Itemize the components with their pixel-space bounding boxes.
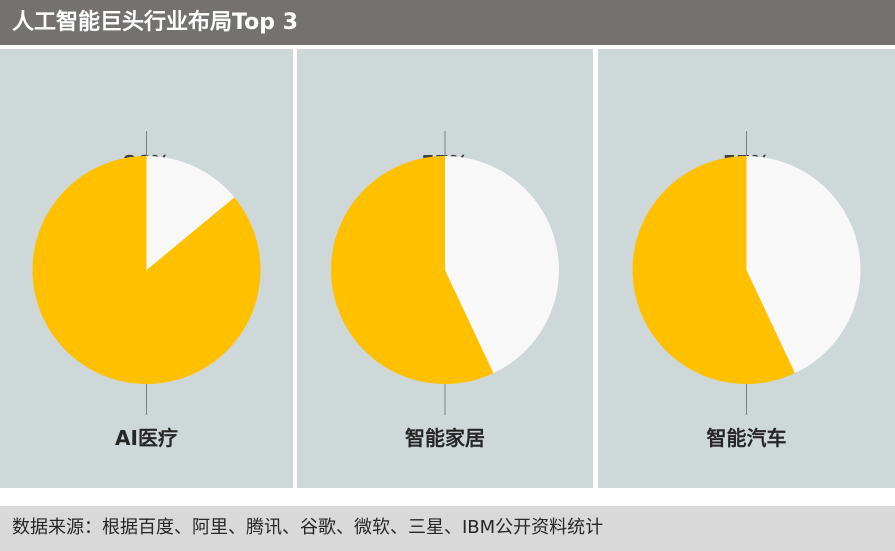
- pie-chart: [331, 131, 559, 415]
- pie-slice-remainder: [746, 156, 861, 374]
- category-label: 智能汽车: [706, 426, 787, 450]
- pie-slice-remainder: [146, 156, 235, 270]
- pie-chart: [32, 131, 261, 415]
- pie-slice-remainder: [445, 156, 559, 374]
- page-title: 人工智能巨头行业布局Top 3: [12, 10, 298, 35]
- pie-slice-value: [331, 156, 494, 384]
- footer-bar: 数据来源：根据百度、阿里、腾讯、谷歌、微软、三星、IBM公开资料统计: [0, 506, 895, 551]
- chart-panel-ai-medical: 86% AI医疗: [0, 49, 293, 488]
- header-bar: 人工智能巨头行业布局Top 3: [0, 0, 895, 45]
- chart-panel-smart-home: 57% 智能家居: [297, 49, 593, 488]
- pie-chart: [632, 131, 861, 415]
- category-label: AI医疗: [115, 426, 178, 450]
- chart-panel-smart-car: 57% 智能汽车: [598, 49, 895, 488]
- category-label: 智能家居: [405, 426, 485, 450]
- pie-slice-value: [632, 156, 796, 384]
- source-note: 数据来源：根据百度、阿里、腾讯、谷歌、微软、三星、IBM公开资料统计: [12, 517, 604, 538]
